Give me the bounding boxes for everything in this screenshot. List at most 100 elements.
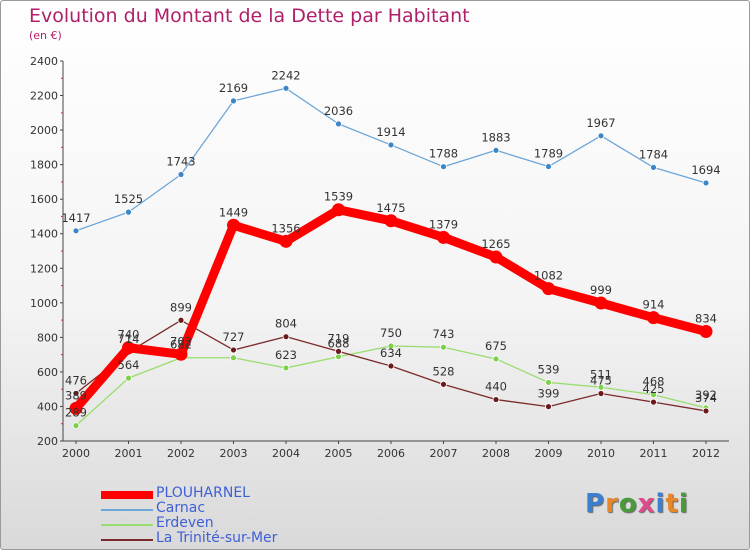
data-label: 1082 [534, 269, 563, 283]
data-label: 468 [643, 375, 665, 389]
data-point [282, 84, 290, 92]
data-point [384, 214, 398, 228]
legend-swatch [101, 509, 153, 511]
data-label: 740 [118, 328, 140, 342]
data-point [594, 296, 608, 310]
data-point [69, 401, 83, 415]
data-point [335, 347, 342, 355]
y-tick-label: 1000 [30, 297, 58, 310]
data-label: 1379 [429, 217, 458, 231]
logo-letter: x [637, 489, 656, 519]
data-label: 564 [118, 358, 140, 372]
legend-label: La Trinité-sur-Mer [156, 530, 278, 546]
data-point [492, 355, 500, 363]
data-label: 2242 [271, 68, 300, 82]
data-label: 1914 [376, 125, 405, 139]
data-label: 289 [65, 406, 87, 420]
data-label: 1265 [481, 237, 510, 251]
logo-letter: i [655, 489, 666, 519]
data-point [545, 379, 552, 386]
logo-letter: i [678, 489, 689, 519]
y-tick-label: 600 [37, 366, 58, 379]
data-label: 682 [170, 338, 192, 352]
x-tick-label: 2003 [220, 447, 248, 460]
legend-label: PLOUHARNEL [156, 485, 250, 501]
data-point [279, 234, 293, 248]
data-point [177, 171, 185, 178]
data-label: 392 [695, 388, 717, 402]
y-tick-label: 200 [37, 435, 58, 448]
data-label: 688 [328, 337, 350, 351]
data-point [597, 132, 605, 140]
data-label: 511 [590, 367, 612, 381]
y-tick-label: 400 [37, 400, 58, 413]
legend-label: Carnac [156, 500, 206, 516]
data-point [702, 179, 710, 187]
data-label: 1788 [429, 147, 458, 161]
data-label: 1356 [271, 221, 300, 235]
data-label: 425 [643, 382, 665, 396]
y-tick-label: 2200 [30, 90, 58, 103]
y-tick-label: 2000 [30, 124, 58, 137]
x-tick-label: 2007 [430, 447, 458, 460]
data-label: 476 [65, 373, 87, 387]
data-label: 634 [380, 346, 402, 360]
data-label: 2169 [219, 81, 248, 95]
data-label: 999 [590, 283, 612, 297]
data-label: 1789 [534, 147, 563, 161]
data-point [387, 362, 395, 370]
data-point [227, 218, 240, 232]
data-point [332, 203, 345, 217]
data-point [335, 120, 342, 128]
data-label: 899 [170, 300, 192, 314]
data-label: 804 [275, 317, 297, 331]
data-point [545, 163, 552, 170]
data-point [647, 311, 660, 325]
y-tick-label: 1800 [30, 159, 58, 172]
data-point [122, 341, 135, 355]
x-tick-label: 2000 [62, 447, 90, 460]
data-label: 1694 [691, 163, 720, 177]
y-tick-label: 1200 [30, 262, 58, 275]
y-tick-label: 2400 [30, 55, 58, 68]
data-point [230, 97, 237, 105]
data-point [440, 343, 447, 351]
data-label: 750 [380, 326, 402, 340]
data-point [174, 347, 188, 361]
data-label: 623 [275, 348, 297, 362]
data-point [72, 227, 80, 235]
data-point [597, 390, 605, 397]
logo-letter: P [585, 489, 606, 519]
legend-swatch [101, 491, 153, 499]
x-tick-label: 2008 [482, 447, 510, 460]
data-label: 2036 [324, 104, 353, 118]
data-label: 389 [65, 388, 87, 402]
x-tick-label: 2004 [272, 447, 300, 460]
y-tick-label: 800 [37, 331, 58, 344]
data-point [437, 230, 450, 244]
data-point [702, 407, 710, 415]
chart-subtitle: (en €) [29, 29, 62, 42]
data-label: 914 [643, 298, 665, 312]
data-label: 1475 [376, 201, 405, 215]
data-point [440, 380, 447, 388]
x-tick-label: 2005 [325, 447, 353, 460]
data-label: 743 [433, 327, 455, 341]
data-point [282, 333, 290, 341]
data-point [72, 389, 80, 397]
legend-swatch [101, 524, 153, 526]
data-label: 1417 [61, 211, 90, 225]
data-label: 1525 [114, 192, 143, 206]
data-point [650, 391, 657, 399]
data-point [440, 163, 447, 171]
x-tick-label: 2011 [640, 447, 668, 460]
data-label: 834 [695, 311, 717, 325]
x-tick-label: 2009 [535, 447, 563, 460]
data-point [72, 422, 80, 430]
data-label: 714 [118, 332, 140, 346]
x-tick-label: 2001 [115, 447, 143, 460]
logo-letter: t [665, 489, 679, 519]
data-label: 528 [433, 364, 455, 378]
logo-letter: o [618, 489, 638, 519]
